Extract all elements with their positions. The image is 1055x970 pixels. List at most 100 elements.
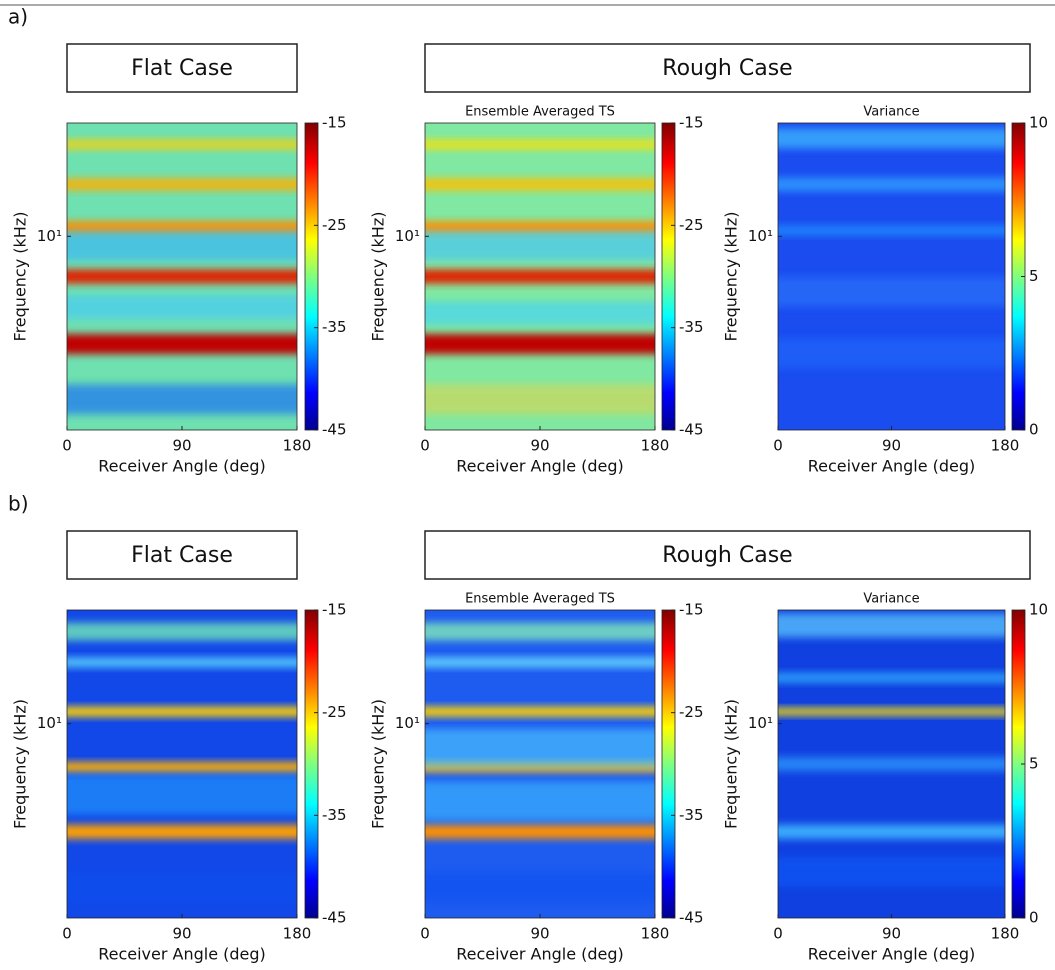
heatmap-band [67, 139, 297, 150]
heatmap-band [425, 269, 655, 284]
colorbar-tick-label: 5 [1029, 267, 1039, 285]
x-axis-label: Receiver Angle (deg) [98, 945, 266, 964]
heatmap-band [425, 230, 655, 261]
x-tick-label: 180 [991, 437, 1020, 455]
x-tick-label: 90 [530, 925, 549, 943]
x-axis-label: Receiver Angle (deg) [808, 457, 976, 476]
colorbar [661, 122, 676, 431]
colorbar-tick-label: -35 [322, 318, 347, 336]
header-box [66, 43, 298, 93]
x-axis-label: Receiver Angle (deg) [98, 457, 266, 476]
heatmap-band [425, 221, 655, 234]
heatmap-band [67, 706, 297, 717]
x-tick-label: 90 [530, 437, 549, 455]
colorbar [304, 122, 319, 431]
heatmap-band [67, 230, 297, 261]
y-axis-label: Frequency (kHz) [11, 212, 30, 342]
colorbar-tick-label: -25 [679, 703, 704, 721]
heatmap-band [67, 269, 297, 284]
x-tick-label: 180 [991, 925, 1020, 943]
heatmap [67, 610, 297, 918]
heatmap-band [67, 178, 297, 191]
colorbar-tick-label: -15 [679, 601, 704, 619]
header-text: Flat Case [131, 543, 233, 568]
chart-title: Ensemble Averaged TS [465, 105, 615, 120]
header-box [424, 530, 1031, 580]
heatmap-band [778, 672, 1005, 683]
colorbar [661, 609, 676, 919]
heatmap-band [778, 338, 1005, 369]
heatmap [425, 123, 655, 430]
header-box [66, 530, 298, 580]
heatmap-band [67, 774, 297, 815]
heatmap-band [425, 706, 655, 717]
colorbar-tick-label: -25 [679, 216, 704, 234]
colorbar-tick-label: 0 [1029, 909, 1039, 927]
heatmap-band [425, 657, 655, 668]
header-text: Flat Case [131, 56, 233, 81]
colorbar-tick-label: -35 [679, 806, 704, 824]
heatmap-band [778, 128, 1005, 149]
heatmap-band [425, 301, 655, 326]
heatmap-band [67, 334, 297, 355]
x-tick-label: 90 [172, 437, 191, 455]
x-axis-label: Receiver Angle (deg) [456, 457, 624, 476]
y-axis-label: Frequency (kHz) [369, 212, 388, 342]
colorbar-tick-label: -45 [322, 909, 347, 927]
colorbar-tick-label: 10 [1029, 114, 1048, 132]
heatmap-band [778, 824, 1005, 839]
heatmap-band [67, 384, 297, 415]
colorbar-tick-label: 0 [1029, 421, 1039, 439]
colorbar-tick-label: -25 [322, 703, 347, 721]
colorbar-tick-label: -25 [322, 216, 347, 234]
y-tick-label: 10¹ [37, 714, 62, 732]
colorbar-tick-label: -45 [322, 421, 347, 439]
heatmap-band [67, 657, 297, 668]
x-tick-label: 0 [420, 925, 430, 943]
chart-title: Variance [863, 592, 919, 607]
heatmap [778, 610, 1005, 918]
y-tick-label: 10¹ [748, 227, 773, 245]
x-tick-label: 0 [62, 925, 72, 943]
colorbar [304, 609, 319, 919]
heatmap-band [425, 384, 655, 415]
heatmap-band [67, 824, 297, 839]
y-tick-label: 10¹ [395, 227, 420, 245]
x-tick-label: 90 [172, 925, 191, 943]
colorbar-tick-label: -15 [322, 114, 347, 132]
x-axis-label: Receiver Angle (deg) [456, 945, 624, 964]
x-tick-label: 0 [62, 437, 72, 455]
panel-label: a) [8, 5, 28, 29]
colorbar-tick-label: -35 [322, 806, 347, 824]
header-text: Rough Case [662, 543, 792, 568]
y-tick-label: 10¹ [395, 714, 420, 732]
x-tick-label: 180 [641, 437, 670, 455]
heatmap-band [778, 856, 1005, 887]
heatmap-band [67, 221, 297, 234]
heatmap-band [425, 872, 655, 903]
x-tick-label: 180 [283, 437, 312, 455]
heatmap-band [425, 334, 655, 355]
heatmap-band [778, 707, 1005, 716]
heatmap-band [425, 824, 655, 839]
y-tick-label: 10¹ [748, 714, 773, 732]
x-tick-label: 180 [283, 925, 312, 943]
colorbar-tick-label: -45 [679, 421, 704, 439]
heatmap-band [778, 225, 1005, 236]
heatmap [67, 123, 297, 430]
header-box [424, 43, 1031, 93]
heatmap-band [778, 613, 1005, 638]
y-axis-label: Frequency (kHz) [722, 212, 741, 342]
x-tick-label: 180 [641, 925, 670, 943]
heatmap-band [425, 139, 655, 150]
heatmap-band [778, 276, 1005, 307]
y-axis-label: Frequency (kHz) [369, 699, 388, 829]
x-tick-label: 0 [773, 437, 783, 455]
heatmap [778, 123, 1005, 430]
heatmap-band [67, 622, 297, 641]
heatmap-image [778, 123, 1005, 430]
heatmap-band [425, 780, 655, 821]
x-tick-label: 0 [420, 437, 430, 455]
chart-title: Ensemble Averaged TS [465, 592, 615, 607]
